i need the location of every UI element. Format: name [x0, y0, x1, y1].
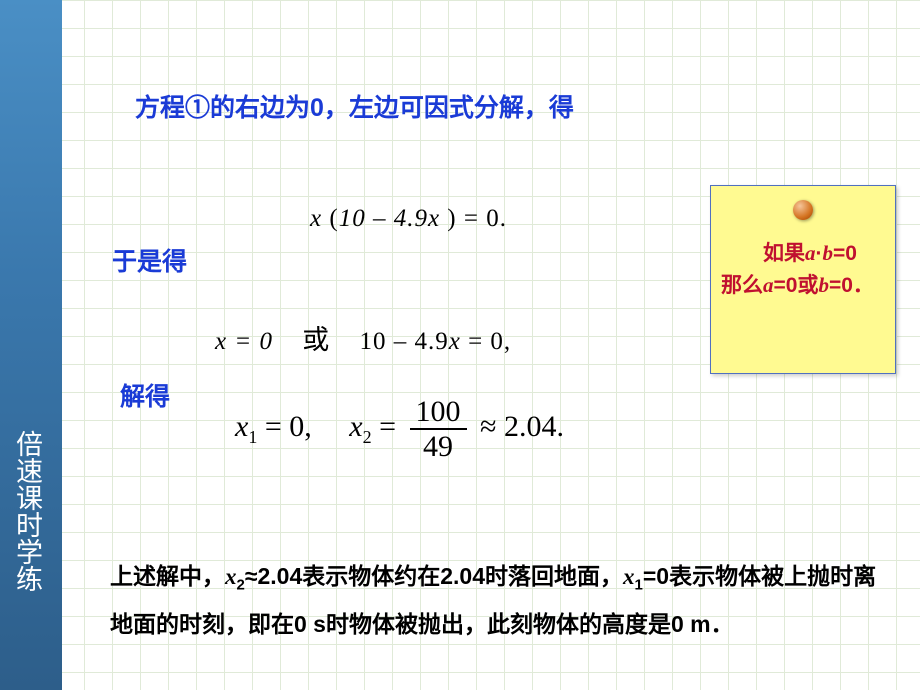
formula-solutions: x1 = 0, x2 = 10049 ≈ 2.04. [235, 395, 564, 463]
label-or: 或 [302, 325, 330, 355]
bp2: ≈2.04表示物体约在2.04时落回地面， [245, 563, 623, 589]
formula-factored: x (10 – 4.9x ) = 0. [310, 205, 507, 233]
den: 49 [410, 430, 467, 463]
f3-x2: x [349, 410, 362, 443]
callout-text: 如果a·b=0 那么a=0或b=0． [721, 238, 885, 301]
var-x2: x [428, 205, 440, 232]
conclusion-text: 上述解中，x2≈2.04表示物体约在2.04时落回地面，x1=0表示物体被上抛时… [110, 553, 890, 649]
var-x: x [310, 205, 322, 232]
slide: 倍速课时学练 方程①的右边为0，左边可因式分解，得 x (10 – 4.9x )… [0, 0, 920, 690]
label-solving: 解得 [120, 377, 170, 413]
label-hence: 于是得 [112, 242, 187, 278]
c-e3: =0． [829, 274, 874, 297]
sidebar-label: 倍速课时学练 [8, 430, 47, 592]
f2-ra: 10 – 4.9 [359, 328, 448, 355]
c-e2: =0或 [774, 274, 819, 297]
b-x1: x [623, 564, 635, 589]
f3-x1: x [235, 410, 248, 443]
f3-s1: 1 [248, 427, 257, 447]
sidebar: 倍速课时学练 [0, 0, 62, 690]
c-a: a [805, 241, 816, 265]
f3-s2: 2 [363, 427, 372, 447]
c-b: b [823, 241, 834, 265]
b-s2: 2 [237, 577, 245, 594]
c-b2: b [818, 273, 829, 297]
c-t2: 那么 [721, 274, 763, 297]
callout-line2: 那么a=0或b=0． [721, 270, 885, 302]
c-t1: 如果 [763, 242, 805, 265]
f1-body: 10 – 4.9 [339, 205, 428, 232]
c-dot: · [816, 242, 823, 265]
f3-eq2: = [372, 410, 404, 443]
paren-open: ( [329, 205, 338, 232]
f2-rx: x [449, 328, 461, 355]
callout-box: 如果a·b=0 那么a=0或b=0． [710, 185, 896, 374]
b-x2: x [225, 564, 237, 589]
c-e1: =0 [833, 242, 857, 265]
fraction: 10049 [410, 395, 467, 463]
bullet-dot-icon [793, 200, 813, 220]
num: 100 [410, 395, 467, 430]
f1-eq: = 0. [457, 205, 507, 232]
formula-cases: x = 0 或 10 – 4.9x = 0, [215, 318, 511, 357]
c-a2: a [763, 273, 774, 297]
f2-rb: = 0, [461, 328, 511, 355]
b-s1: 1 [635, 577, 643, 594]
f3-approx: ≈ 2.04. [473, 410, 564, 443]
intro-line: 方程①的右边为0，左边可因式分解，得 [135, 88, 574, 124]
bp1: 上述解中， [110, 563, 225, 589]
f2-left: x = 0 [215, 328, 273, 355]
paren-close: ) [447, 205, 456, 232]
f3-eq1: = 0, [257, 410, 311, 443]
